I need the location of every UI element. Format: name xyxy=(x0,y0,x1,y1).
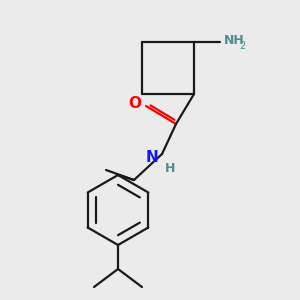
Text: NH: NH xyxy=(224,34,245,46)
Text: H: H xyxy=(165,161,175,175)
Text: O: O xyxy=(128,97,142,112)
Text: N: N xyxy=(146,151,158,166)
Text: 2: 2 xyxy=(239,41,245,51)
